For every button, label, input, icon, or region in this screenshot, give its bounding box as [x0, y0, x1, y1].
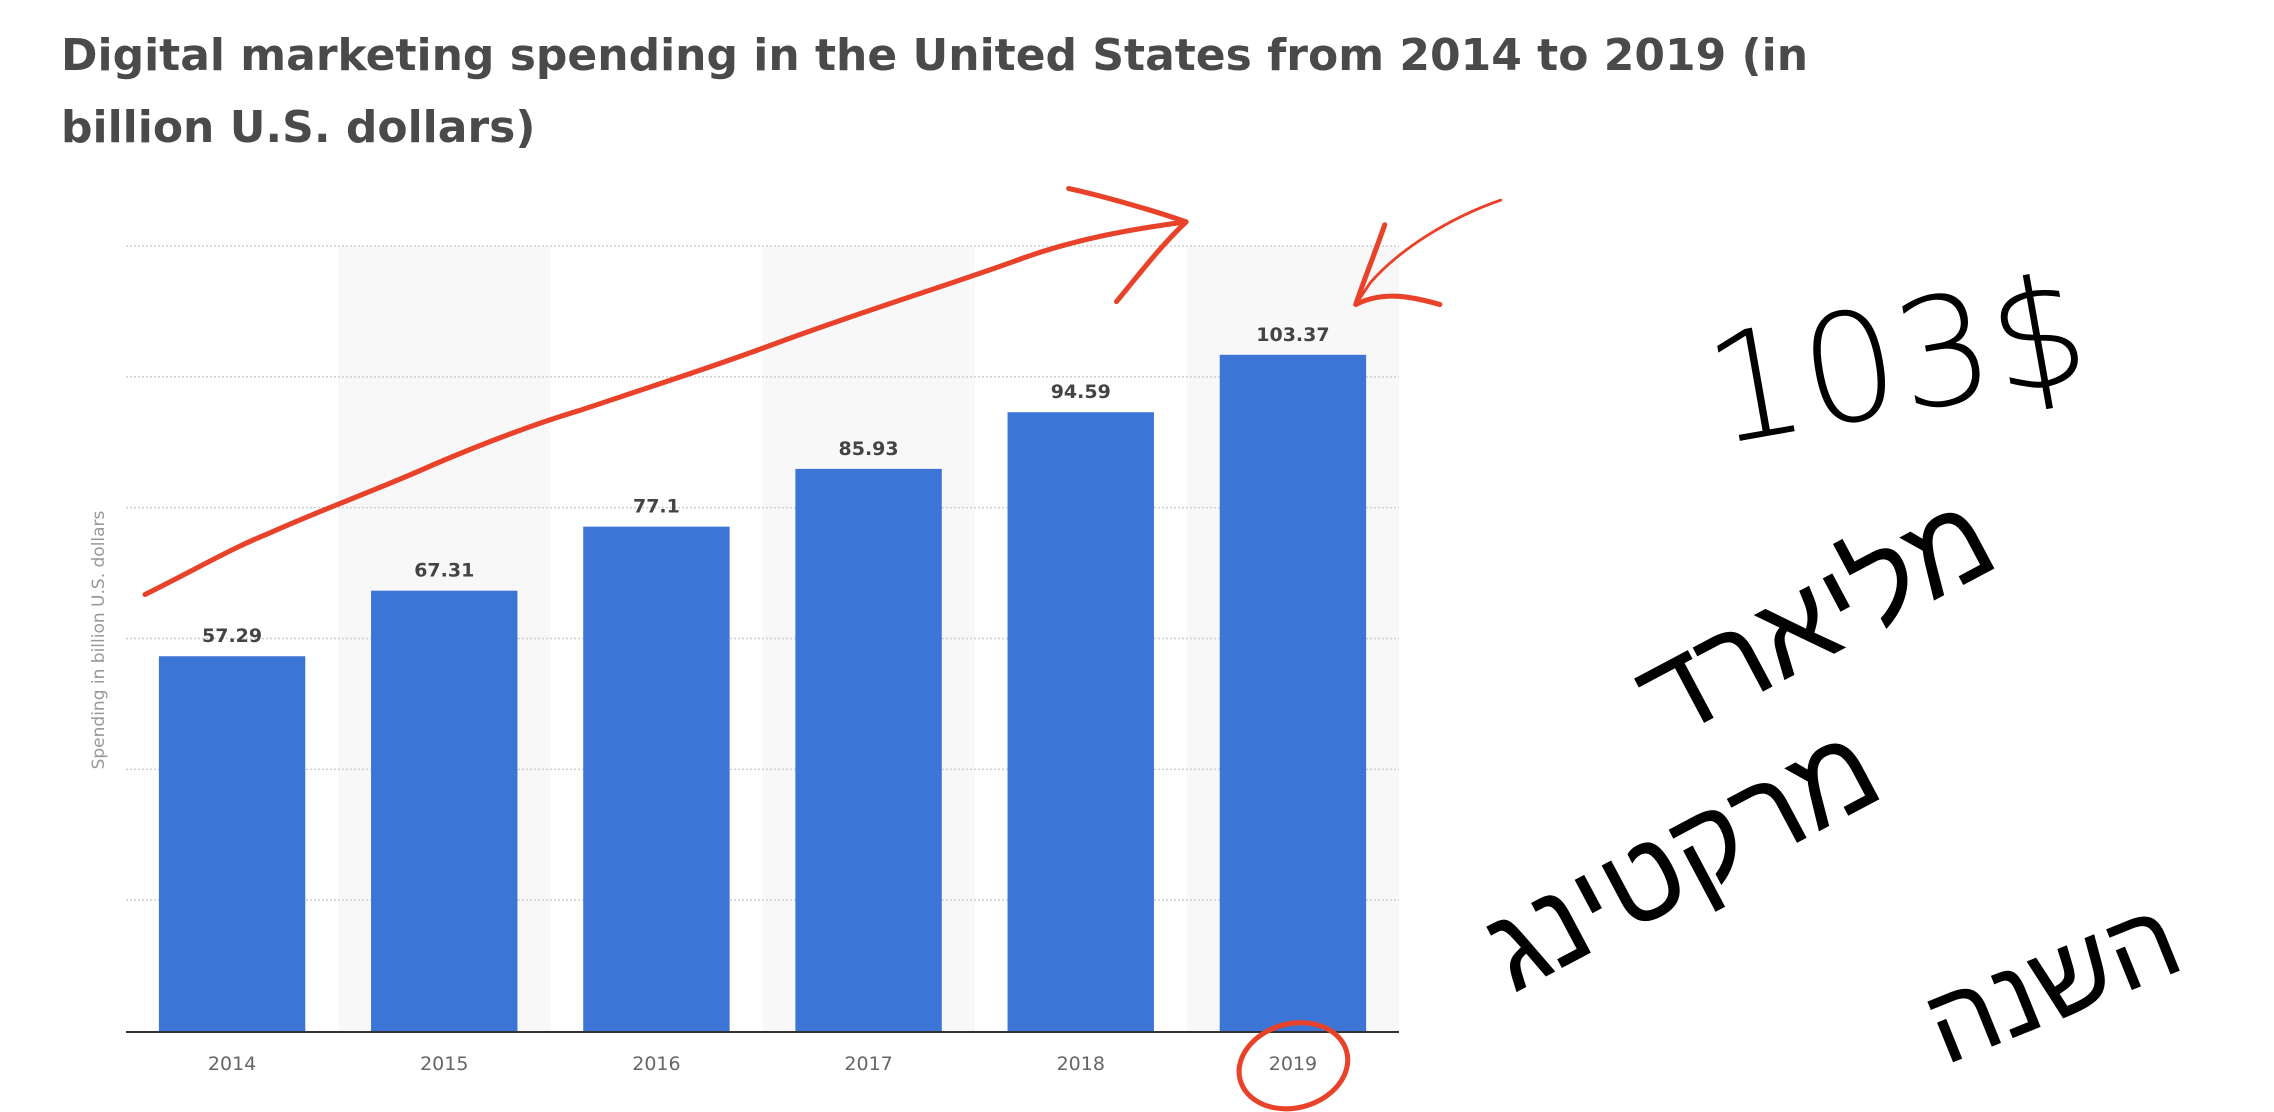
y-axis-title: Spending in billion U.S. dollars	[89, 510, 109, 769]
x-tick-2016: 2016	[632, 1053, 680, 1075]
x-tick-2018: 2018	[1057, 1053, 1105, 1075]
pointer-arrowhead	[1353, 222, 1443, 308]
gridlines	[126, 245, 1399, 901]
value-labels: 57.29 67.31 77.1 85.93 94.59 103.37	[202, 324, 1330, 647]
bar-2014[interactable]	[158, 656, 306, 1031]
trend-arrow	[142, 219, 1189, 598]
bar-2015[interactable]	[371, 590, 518, 1031]
value-label-2014: 57.29	[202, 625, 262, 647]
bar-2017[interactable]	[795, 468, 942, 1031]
value-label-2016: 77.1	[633, 496, 680, 518]
trend-arrowhead	[1066, 185, 1189, 305]
bars	[158, 354, 1367, 1031]
x-tick-labels: 2014 2015 2016 2017 2018 2019	[208, 1053, 1317, 1075]
value-label-2018: 94.59	[1051, 381, 1111, 403]
x-tick-2015: 2015	[420, 1053, 468, 1075]
handwritten-amount: 103$	[1694, 242, 2100, 480]
x-tick-2019: 2019	[1269, 1053, 1317, 1075]
value-label-2019: 103.37	[1256, 324, 1329, 346]
value-label-2017: 85.93	[839, 438, 899, 460]
handwritten-note: 103$ מליארד מרקטינג השנה	[1462, 242, 2198, 1089]
bar-2019[interactable]	[1219, 354, 1367, 1031]
bar-2016[interactable]	[583, 526, 730, 1031]
highlight-circle-2019	[1236, 1020, 1351, 1112]
chart-title: Digital marketing spending in the United…	[61, 30, 1809, 153]
value-label-2015: 67.31	[414, 560, 474, 582]
x-tick-2017: 2017	[844, 1053, 892, 1075]
pointer-arrow	[1354, 198, 1503, 306]
bar-2018[interactable]	[1007, 412, 1154, 1031]
x-tick-2014: 2014	[208, 1053, 256, 1075]
handwritten-line-3: השנה	[1906, 873, 2197, 1090]
